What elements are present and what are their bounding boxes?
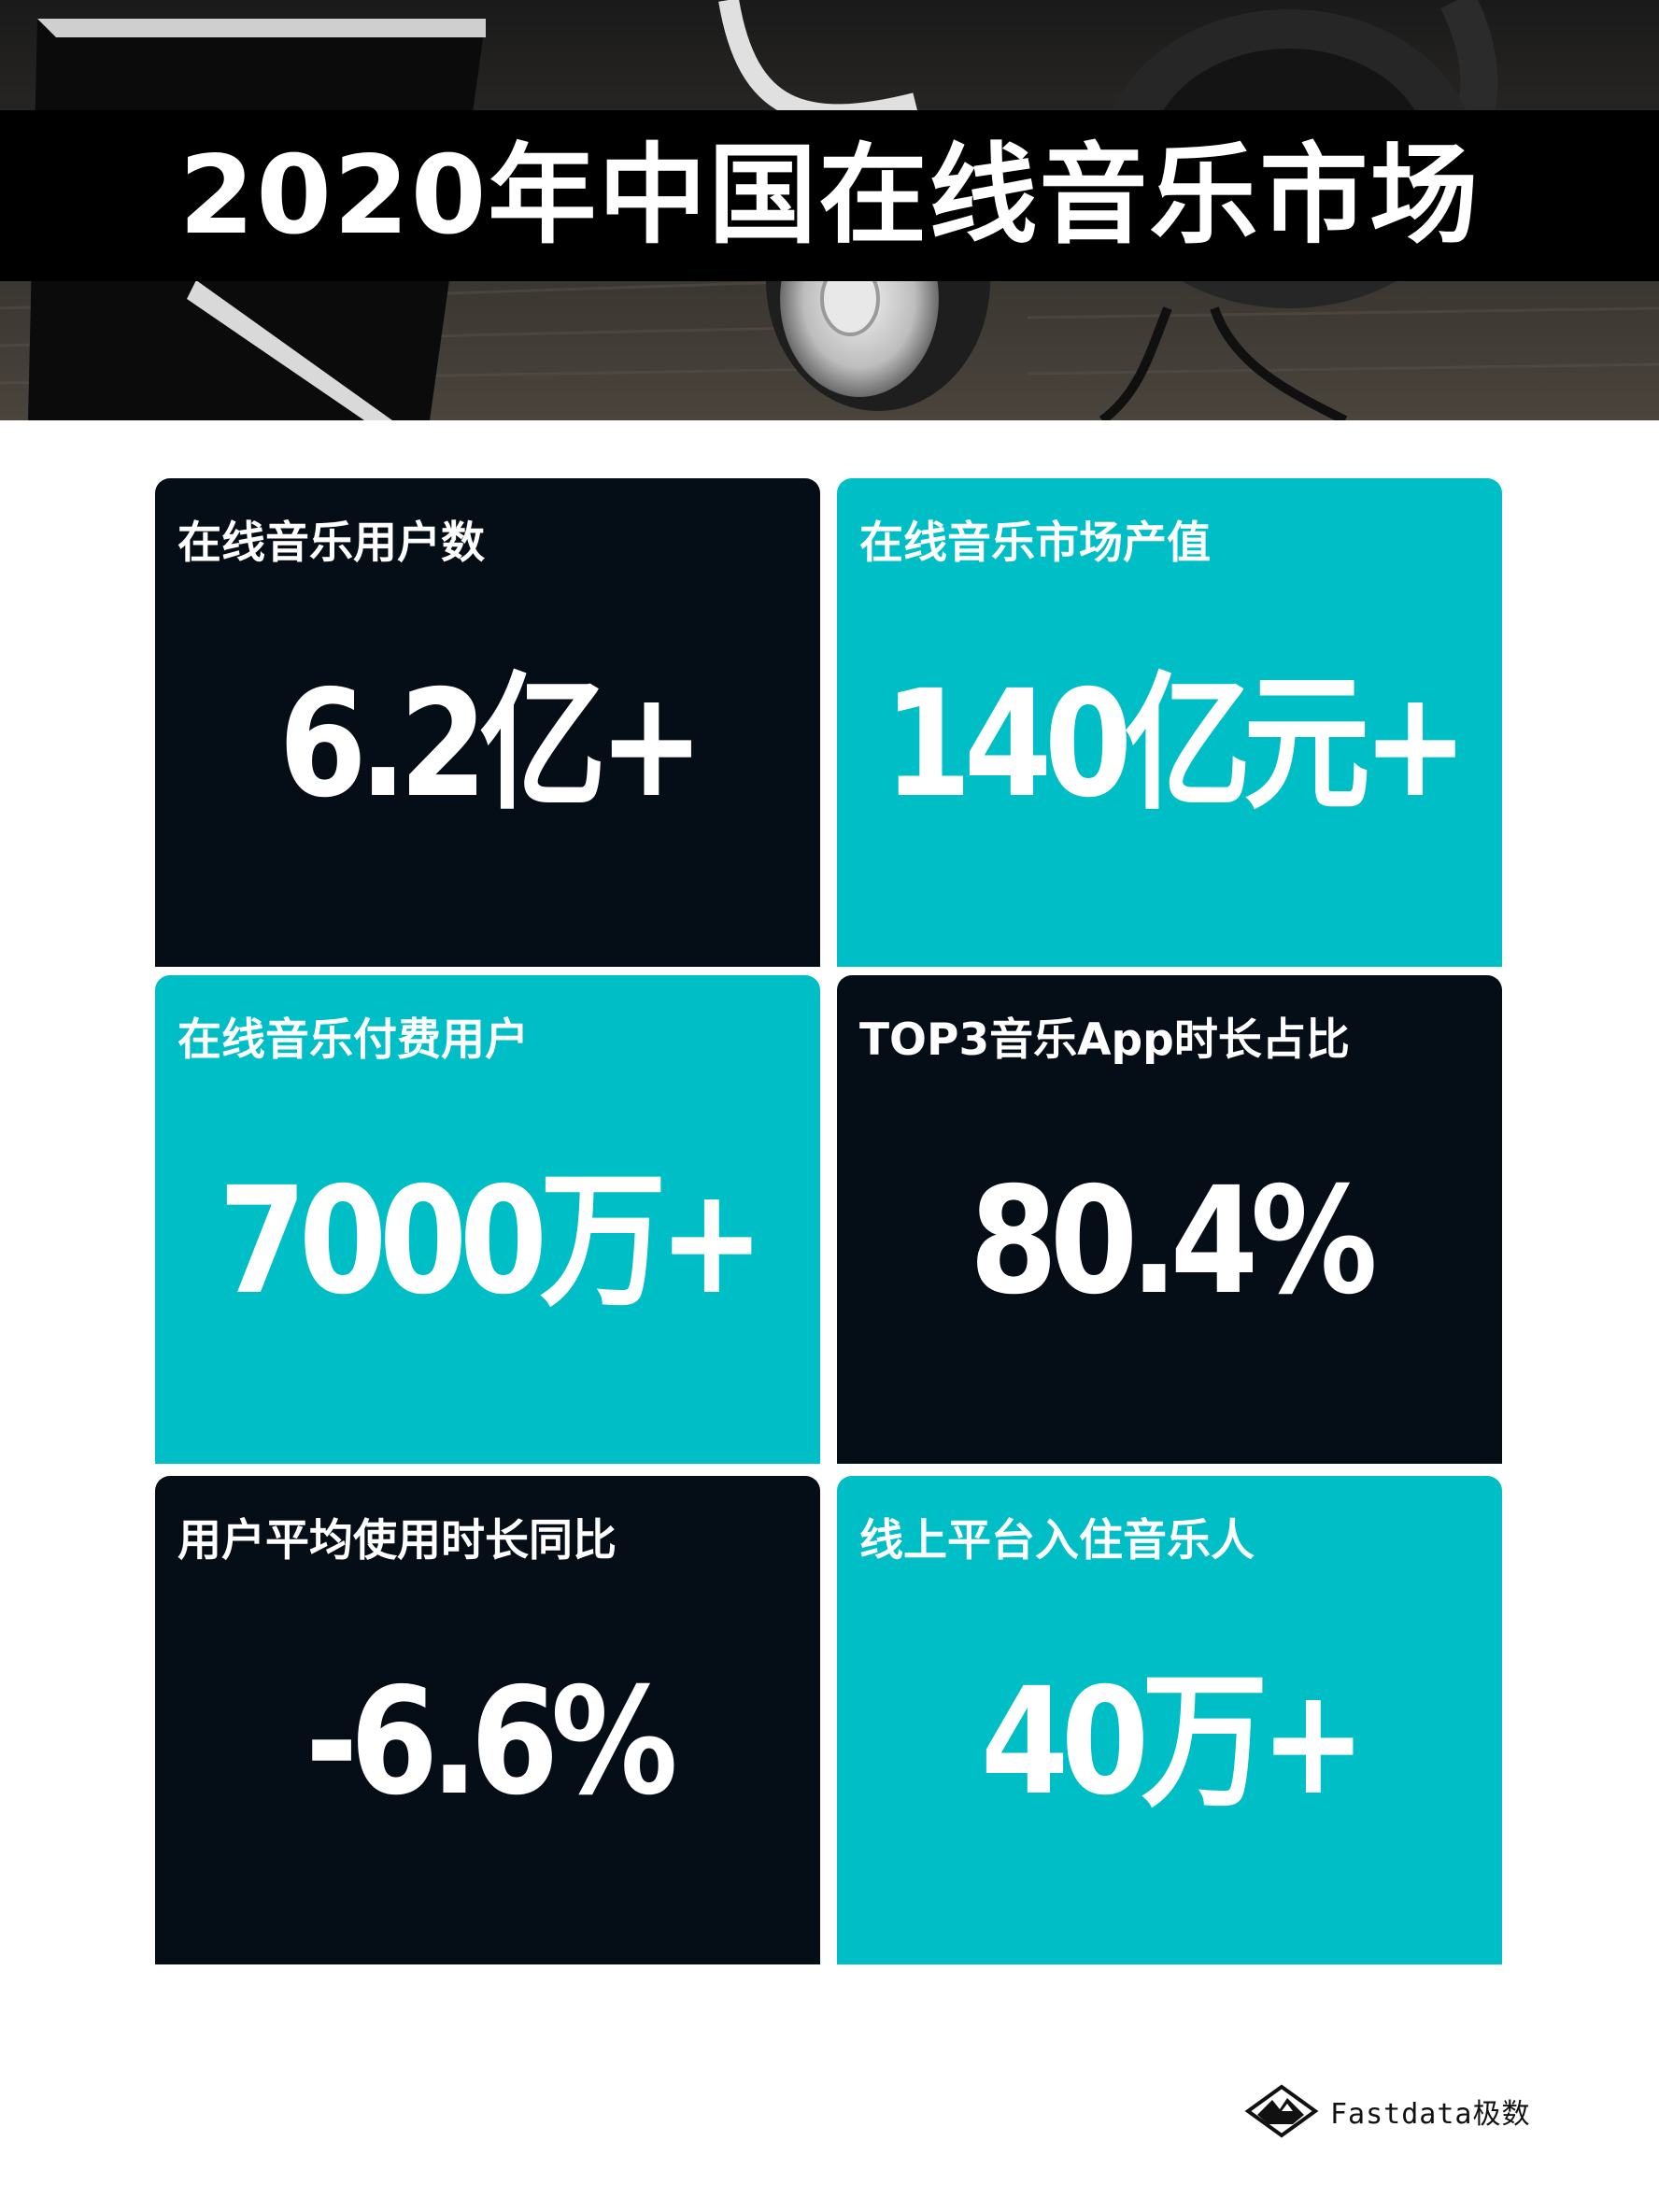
stat-label: 在线音乐付费用户 [177,1014,529,1066]
stat-card-paying-users: 在线音乐付费用户 7000万+ [155,975,820,1464]
stat-value: -6.6% [305,1656,678,1828]
stat-value: 6.2亿+ [278,659,704,830]
stat-label: 在线音乐市场产值 [859,518,1211,569]
stat-label: TOP3音乐App时长占比 [859,1014,1350,1066]
stat-label: 用户平均使用时长同比 [177,1515,617,1567]
mountain-logo-icon [1244,2084,1319,2138]
stat-value: 40万+ [980,1656,1367,1828]
stat-card-musicians-onboarded: 线上平台入住音乐人 40万+ [837,1476,1502,1964]
stat-value: 140亿元+ [883,659,1468,830]
stat-card-market-output: 在线音乐市场产值 140亿元+ [837,478,1502,967]
stat-label: 线上平台入住音乐人 [859,1515,1255,1567]
stat-label: 在线音乐用户数 [177,518,485,569]
fastdata-logo: Fastdata极数 [1244,2081,1531,2141]
stat-value: 7000万+ [218,1156,765,1327]
logo-text: Fastdata极数 [1330,2098,1531,2131]
page-title: 2020年中国在线音乐市场 [178,133,1481,259]
title-band [0,110,1659,281]
stat-card-usage-time-yoy: 用户平均使用时长同比 -6.6% [155,1476,820,1964]
stat-card-top3-app-share: TOP3音乐App时长占比 80.4% [837,975,1502,1464]
stat-card-online-music-users: 在线音乐用户数 6.2亿+ [155,478,820,967]
stat-value: 80.4% [969,1156,1378,1327]
